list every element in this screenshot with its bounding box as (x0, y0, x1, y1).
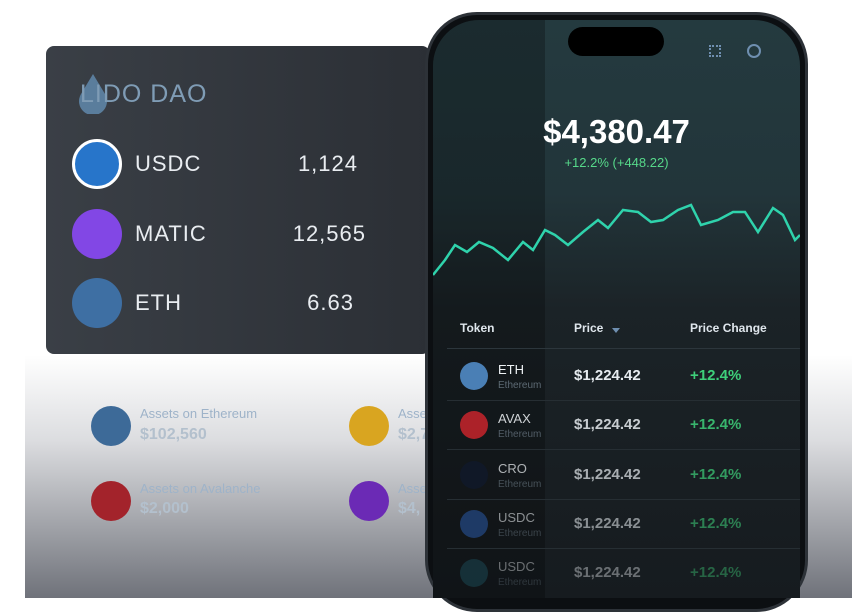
token-price: $1,224.42 (574, 514, 641, 532)
asset-label: Assets on Ethereum (140, 406, 258, 421)
token-name: USDC (498, 559, 535, 575)
token-icon (460, 509, 488, 538)
phone-screen (433, 20, 800, 598)
token-icon (460, 362, 488, 390)
token-network: Ethereum (498, 577, 542, 589)
token-change: +12.4% (690, 465, 742, 483)
eth-icon (91, 406, 131, 446)
token-amount: 6.63 (307, 290, 354, 315)
token-amount: 1,124 (297, 151, 358, 176)
token-change: +12.4% (690, 367, 742, 384)
settings-icon (747, 44, 761, 58)
card-title: LIDO DAO (80, 80, 208, 108)
asset-label: Assets on Avalanche (140, 481, 261, 496)
token-change: +12.4% (690, 564, 742, 582)
row-divider (447, 449, 800, 451)
asset-label: Asse (398, 481, 427, 496)
token-price: $1,224.42 (574, 416, 641, 434)
divider (447, 348, 800, 349)
token-price: $1,224.42 (574, 367, 641, 384)
lido-logo (79, 74, 107, 114)
row-divider (447, 400, 800, 401)
matic-icon (72, 209, 122, 259)
matic-icon (349, 481, 389, 521)
grid-icon (709, 45, 721, 57)
usdc-icon (72, 139, 122, 189)
asset-value: $4, (398, 500, 421, 517)
token-network: Ethereum (498, 527, 542, 539)
token-symbol: ETH (135, 290, 182, 315)
avax-icon (91, 481, 131, 521)
token-change: +12.4% (690, 514, 742, 532)
page: Assets on Ethereum $102,560 Asse $2,7 As… (25, 12, 852, 612)
balance: $4,380.47 (543, 113, 690, 150)
token-name: AVAX (498, 411, 531, 427)
token-name: CRO (498, 460, 527, 476)
token-network: Ethereum (498, 380, 542, 391)
sparkline (433, 203, 800, 276)
shadow (433, 20, 545, 598)
token-network: Ethereum (498, 429, 542, 441)
token-icon (460, 460, 488, 489)
asset-label: Asse (398, 406, 427, 421)
token-network: Ethereum (498, 478, 542, 490)
token-symbol: MATIC (135, 221, 207, 246)
token-change: +12.4% (690, 416, 742, 434)
asset-value: $2,000 (140, 500, 189, 517)
token-name: USDC (498, 509, 535, 525)
token-price: $1,224.42 (574, 465, 641, 483)
asset-value: $102,560 (140, 426, 207, 443)
bnb-icon (349, 406, 389, 446)
token-symbol: USDC (135, 151, 202, 176)
dynamic-island (568, 27, 664, 56)
row-divider (447, 498, 800, 500)
header-price: Price (574, 321, 604, 335)
asset-value: $2,7 (398, 426, 430, 443)
token-icon (460, 411, 488, 440)
balance-change: +12.2% (+448.22) (564, 155, 669, 170)
sort-arrow (612, 328, 620, 337)
eth-icon (72, 278, 122, 328)
token-icon (460, 559, 488, 588)
token-price: $1,224.42 (574, 564, 641, 582)
header-change: Price Change (690, 321, 767, 335)
header-token: Token (460, 321, 495, 335)
token-name: ETH (498, 362, 524, 377)
token-amount: 12,565 (292, 221, 366, 246)
row-divider (447, 547, 800, 549)
